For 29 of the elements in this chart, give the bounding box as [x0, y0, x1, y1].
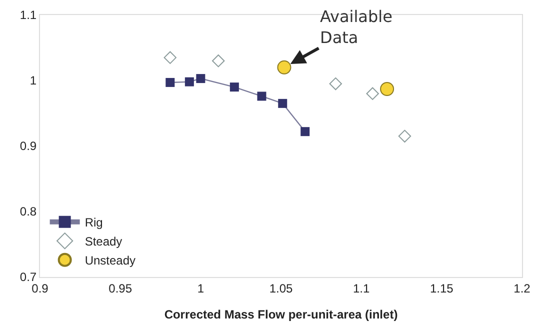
point — [257, 92, 266, 101]
point — [398, 130, 412, 143]
point — [300, 127, 310, 136]
y-tick-label: 0.8 — [20, 204, 37, 219]
point — [380, 82, 394, 96]
point — [184, 77, 194, 86]
x-tick-label: 1.15 — [430, 281, 454, 296]
x-tick-label: 1.05 — [269, 281, 293, 296]
x-tick-label: 1.1 — [352, 281, 370, 296]
legend-label: Rig — [84, 216, 103, 230]
point — [164, 51, 176, 64]
x-axis-title: Corrected Mass Flow per-unit-area (inlet) — [164, 307, 398, 322]
point — [196, 74, 206, 84]
x-tick-label: 1.2 — [514, 281, 531, 296]
point — [166, 78, 175, 87]
point — [230, 82, 239, 92]
y-tick-label: 1 — [30, 74, 37, 88]
legend-label: Steady — [84, 234, 122, 249]
point — [329, 77, 342, 90]
point — [212, 54, 225, 68]
point — [366, 87, 379, 100]
x-tick-label: 0.95 — [108, 281, 132, 296]
x-tick-label: 1 — [197, 281, 204, 296]
legend-label: Unsteady — [84, 254, 136, 268]
point — [278, 98, 288, 108]
y-tick-label: 1.1 — [20, 8, 37, 22]
y-tick-label: 0.9 — [20, 139, 37, 154]
point — [277, 60, 292, 74]
annotation: Available Data — [320, 7, 392, 47]
